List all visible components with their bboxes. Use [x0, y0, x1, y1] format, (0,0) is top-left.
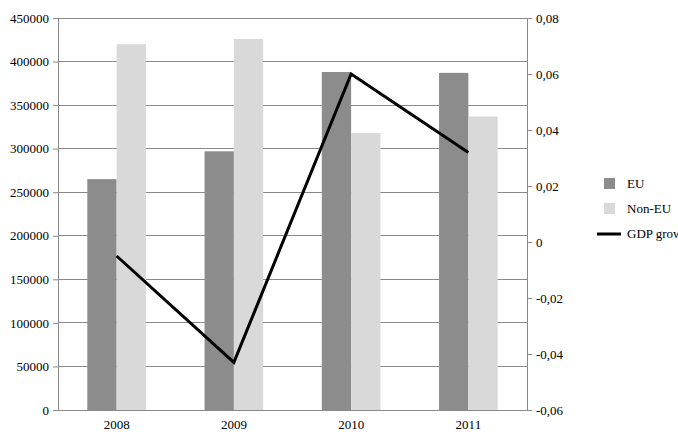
tick-label: 2008: [104, 417, 130, 432]
tick-mark: [527, 130, 532, 131]
tick: 300000: [10, 141, 58, 156]
tick: 2008: [104, 410, 130, 432]
y-axis: 0 50000 100000 150000 200000 250000 300000 3500…: [10, 11, 59, 418]
tick-mark: [53, 192, 58, 193]
tick-mark: [527, 186, 532, 187]
bar: [87, 179, 116, 410]
tick-mark: [53, 149, 58, 150]
tick-label: 300000: [10, 141, 49, 156]
tick-mark: [527, 74, 532, 75]
bar: [439, 73, 468, 410]
tick-mark: [53, 62, 58, 63]
tick-mark: [527, 354, 532, 355]
tick-mark: [527, 410, 532, 411]
x-axis: 2008 2009 2010 2011: [59, 410, 528, 432]
tick-mark: [53, 236, 58, 237]
tick-label: 0,04: [536, 123, 559, 138]
tick: 50000: [17, 359, 59, 374]
tick: 450000: [10, 11, 58, 26]
tick: 350000: [10, 98, 58, 113]
axis-line: [527, 19, 528, 411]
axis-line: [58, 19, 59, 411]
bar: [117, 44, 146, 410]
tick: 0,02: [527, 179, 559, 194]
grid: [58, 18, 527, 410]
tick-label: -0,06: [536, 403, 564, 418]
bar: [351, 133, 380, 410]
legend-item: EU: [604, 176, 645, 191]
tick-label: 200000: [10, 228, 49, 243]
tick-mark: [53, 279, 58, 280]
tick-mark: [527, 18, 532, 19]
tick-label: 50000: [17, 359, 50, 374]
tick: -0,04: [527, 347, 564, 362]
tick-mark: [53, 18, 58, 19]
legend-swatch: [597, 233, 621, 236]
legend-swatch: [604, 203, 615, 214]
tick-label: 0,08: [536, 11, 559, 26]
tick: 0: [43, 403, 59, 418]
tick: 250000: [10, 185, 58, 200]
tick-label: 250000: [10, 185, 49, 200]
tick: 0,04: [527, 123, 559, 138]
tick-label: 2011: [456, 417, 482, 432]
tick-label: 2009: [221, 417, 247, 432]
tick-label: 0,06: [536, 67, 559, 82]
tick: 2010: [338, 410, 364, 432]
tick: 400000: [10, 54, 58, 69]
legend: EU Non-EU GDP growth: [597, 176, 678, 241]
tick: 150000: [10, 272, 58, 287]
tick: -0,06: [527, 403, 564, 418]
tick-mark: [53, 410, 58, 411]
tick: 0,06: [527, 67, 559, 82]
bar-series: [117, 39, 498, 410]
plot: 2008 2009 2010 2011 0 50000 100000 150000 200000…: [10, 11, 564, 433]
tick: 2011: [456, 410, 482, 432]
tick-mark: [53, 105, 58, 106]
tick-label: 0,02: [536, 179, 559, 194]
legend-label: GDP growth: [627, 226, 678, 241]
tick: 2009: [221, 410, 247, 432]
y2-axis: -0,06 -0,04 -0,02 0 0,02 0,04 0,06 0,08: [527, 11, 564, 418]
tick-mark: [527, 298, 532, 299]
tick-label: 150000: [10, 272, 49, 287]
legend-item: GDP growth: [597, 226, 678, 241]
tick-mark: [53, 323, 58, 324]
tick: 0: [527, 235, 543, 250]
tick: 0,08: [527, 11, 559, 26]
legend-label: EU: [627, 176, 645, 191]
tick-label: 100000: [10, 316, 49, 331]
axis-line: [59, 410, 528, 411]
tick: 200000: [10, 228, 58, 243]
tick-mark: [527, 242, 532, 243]
legend-label: Non-EU: [627, 201, 672, 216]
chart: 2008 2009 2010 2011 0 50000 100000 150000 200000…: [0, 0, 678, 440]
line: [117, 74, 469, 362]
bar: [468, 116, 497, 410]
tick: 100000: [10, 316, 58, 331]
tick-label: 450000: [10, 11, 49, 26]
bar: [205, 151, 234, 410]
legend-item: Non-EU: [604, 201, 672, 216]
tick-label: -0,02: [536, 291, 563, 306]
tick-label: 0: [536, 235, 543, 250]
legend-swatch: [604, 178, 615, 189]
tick-label: 2010: [338, 417, 364, 432]
tick-mark: [53, 366, 58, 367]
tick-label: -0,04: [536, 347, 564, 362]
tick-label: 350000: [10, 98, 49, 113]
tick: -0,02: [527, 291, 563, 306]
grid-line: [58, 18, 527, 19]
tick-label: 0: [43, 403, 50, 418]
marks: [87, 39, 497, 410]
tick-label: 400000: [10, 54, 49, 69]
bar: [322, 72, 351, 410]
